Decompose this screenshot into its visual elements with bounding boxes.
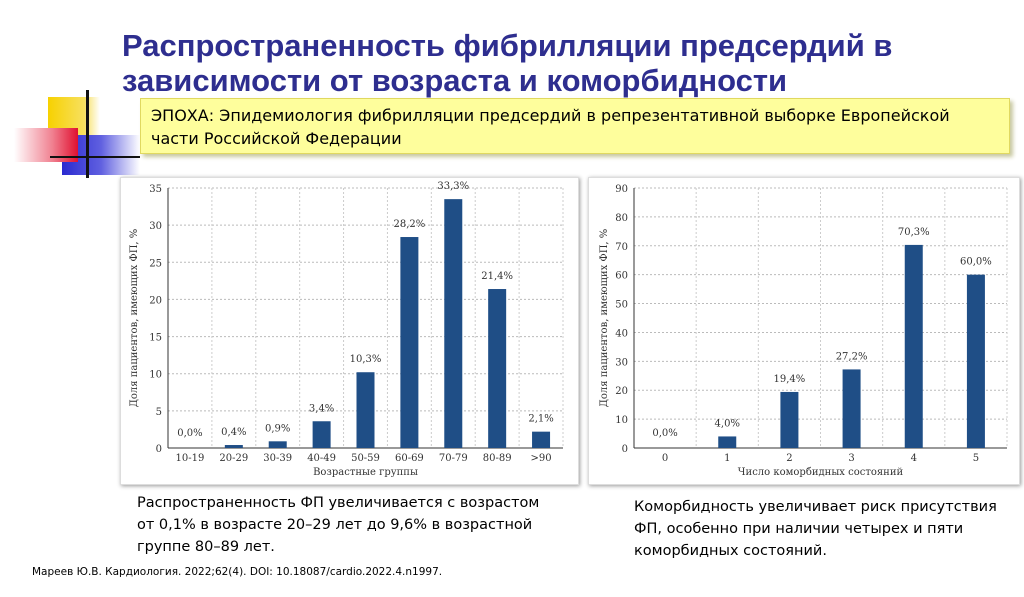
bar (400, 237, 419, 448)
page-title: Распространенность фибрилляции предсерди… (122, 28, 893, 98)
data-label: 33,3% (437, 181, 469, 192)
x-tick-label: 30-39 (263, 453, 292, 464)
y-tick-label: 35 (149, 184, 162, 195)
y-axis-title: Доля пациентов, имеющих ФП, % (129, 229, 140, 408)
data-label: 27,2% (836, 351, 868, 362)
y-tick-label: 60 (615, 271, 628, 282)
x-tick-label: 3 (848, 453, 854, 464)
y-tick-label: 15 (149, 333, 162, 344)
data-label: 21,4% (481, 271, 513, 282)
bar (444, 199, 463, 448)
x-axis-title: Возрастные группы (313, 467, 418, 478)
y-tick-label: 10 (615, 415, 628, 426)
x-tick-label: 50-59 (351, 453, 380, 464)
x-tick-label: >90 (531, 453, 552, 464)
bar (842, 369, 861, 448)
y-tick-label: 20 (149, 295, 162, 306)
bar (356, 372, 375, 448)
y-tick-label: 25 (149, 258, 162, 269)
y-tick-label: 80 (615, 213, 628, 224)
comorbidity-chart-panel: 0 10 20 30 40 50 60 70 80 90 0,0% 0 4,0% 1 19,4% 2 27,2%… (588, 177, 1020, 485)
data-label: 70,3% (898, 227, 930, 238)
x-axis-title: Число коморбидных состояний (738, 467, 904, 478)
bar (780, 391, 799, 448)
age-chart: 0 5 10 15 20 25 30 35 0,0% 10-19 0,4% 20-29 0,9% 30-3… (129, 181, 564, 478)
data-label: 19,4% (774, 374, 806, 385)
y-tick-label: 90 (615, 184, 628, 195)
reference: Мареев Ю.В. Кардиология. 2022;62(4). DOI… (32, 566, 443, 578)
y-axis-title: Доля пациентов, имеющих ФП, % (599, 229, 610, 408)
x-tick-label: 0 (662, 453, 668, 464)
age-chart-panel: 0 5 10 15 20 25 30 35 0,0% 10-19 0,4% 20-29 0,9% 30-3… (120, 177, 579, 485)
bar (312, 421, 331, 448)
data-label: 4,0% (715, 418, 740, 429)
x-tick-label: 1 (724, 453, 730, 464)
data-label: 0,0% (652, 428, 677, 439)
y-tick-label: 30 (615, 357, 628, 368)
x-tick-label: 70-79 (439, 453, 468, 464)
data-label: 0,0% (177, 428, 202, 439)
data-label: 3,4% (309, 403, 334, 414)
age-caption: Распространенность ФП увеличивается с во… (137, 495, 540, 555)
x-tick-label: 40-49 (307, 453, 336, 464)
bar (904, 244, 923, 448)
bar (966, 274, 985, 448)
data-label: 0,9% (265, 423, 290, 434)
x-tick-label: 5 (973, 453, 979, 464)
x-tick-label: 2 (786, 453, 792, 464)
bar (268, 441, 287, 448)
y-tick-label: 20 (615, 386, 628, 397)
y-tick-label: 0 (622, 444, 628, 455)
data-label: 60,0% (960, 257, 992, 268)
bar (718, 436, 737, 448)
y-tick-label: 0 (156, 444, 162, 455)
x-tick-label: 4 (911, 453, 917, 464)
bar (532, 431, 551, 448)
data-label: 2,1% (528, 414, 553, 425)
y-tick-label: 30 (149, 221, 162, 232)
y-tick-label: 40 (615, 328, 628, 339)
bar (224, 445, 243, 448)
data-label: 28,2% (393, 219, 425, 230)
comorbidity-chart: 0 10 20 30 40 50 60 70 80 90 0,0% 0 4,0% 1 19,4% 2 27,2%… (599, 184, 1008, 478)
y-tick-label: 70 (615, 242, 628, 253)
x-tick-label: 60-69 (395, 453, 424, 464)
data-label: 10,3% (350, 354, 382, 365)
bar (488, 289, 507, 448)
x-tick-label: 10-19 (176, 453, 205, 464)
y-tick-label: 10 (149, 370, 162, 381)
y-tick-label: 5 (156, 407, 162, 418)
comorbidity-caption: Коморбидность увеличивает риск присутств… (634, 499, 997, 559)
y-tick-label: 50 (615, 300, 628, 311)
data-label: 0,4% (221, 427, 246, 438)
subtitle-box: ЭПОХА: Эпидемиология фибрилляции предсер… (140, 98, 1010, 154)
x-tick-label: 20-29 (219, 453, 248, 464)
x-tick-label: 80-89 (483, 453, 512, 464)
